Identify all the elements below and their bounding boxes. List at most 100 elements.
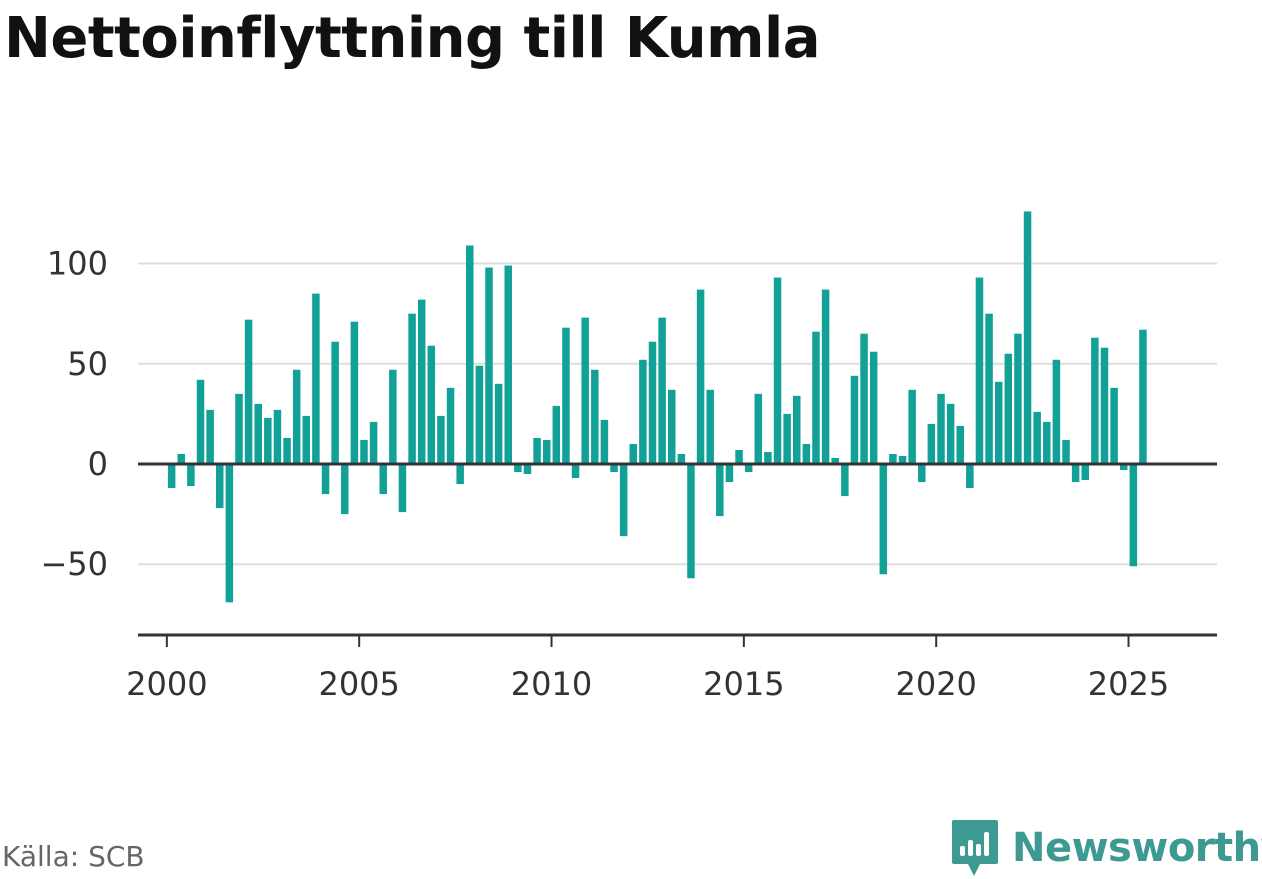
bar — [292, 369, 301, 464]
bar — [504, 265, 512, 464]
bar — [1052, 359, 1061, 464]
bar — [341, 464, 349, 515]
bar — [254, 403, 262, 464]
bar — [1033, 411, 1041, 464]
bar — [321, 464, 330, 495]
tick-labels: −50 0 50 100 2000 2005 2010 2015 2020 2025 — [40, 245, 1169, 703]
bar — [225, 464, 234, 603]
bar — [475, 365, 484, 464]
bar — [1100, 347, 1109, 464]
bar — [389, 369, 397, 464]
bar — [658, 317, 666, 464]
bar — [869, 351, 878, 464]
bar — [946, 403, 955, 464]
bar — [591, 369, 599, 464]
bar — [879, 464, 888, 575]
x-tick-label: 2020 — [895, 665, 976, 703]
bar — [937, 393, 945, 464]
bar — [1004, 353, 1013, 464]
bar — [369, 421, 378, 464]
bar — [802, 443, 811, 464]
bar — [215, 464, 224, 509]
bar — [273, 409, 282, 464]
bar — [706, 389, 714, 464]
bar — [494, 383, 503, 464]
y-tick-label: 0 — [88, 445, 108, 483]
bar — [994, 381, 1003, 464]
bar — [1091, 337, 1099, 464]
bar — [542, 439, 551, 464]
bar — [667, 389, 676, 464]
bar — [687, 464, 695, 579]
bar — [1071, 464, 1080, 483]
bar — [177, 453, 186, 464]
bar — [408, 313, 416, 464]
bar — [889, 453, 897, 464]
brand-name: Newsworthy — [1012, 825, 1262, 871]
bar — [1119, 464, 1128, 471]
bar — [956, 425, 964, 464]
bar — [639, 359, 647, 464]
bar — [975, 277, 984, 464]
bar — [417, 299, 426, 464]
bar — [716, 464, 724, 517]
bar — [1110, 387, 1118, 464]
bar — [821, 289, 830, 464]
bar — [302, 415, 311, 464]
bar — [985, 313, 993, 464]
bar — [677, 453, 686, 464]
bar — [235, 393, 243, 464]
bar — [831, 457, 839, 464]
bar — [812, 331, 820, 464]
bar — [167, 464, 176, 489]
bar — [562, 327, 570, 464]
x-tick-label: 2010 — [511, 665, 592, 703]
bar — [1023, 211, 1032, 464]
chart-title: Nettoinflyttning till Kumla — [4, 6, 821, 71]
bar — [360, 439, 368, 464]
bar — [312, 293, 320, 464]
bar — [754, 393, 763, 464]
bar — [860, 333, 868, 464]
bar — [533, 437, 541, 464]
bar — [600, 419, 609, 464]
bar — [552, 405, 561, 464]
bar — [427, 345, 436, 464]
bar-chart-speech-bubble-icon — [952, 820, 998, 876]
bar — [1081, 464, 1089, 481]
bar — [629, 443, 638, 464]
axes — [138, 462, 1217, 647]
bar — [581, 317, 589, 464]
y-tick-label: 100 — [47, 245, 108, 283]
bar — [244, 319, 253, 464]
bar — [918, 464, 926, 483]
x-tick-label: 2000 — [126, 665, 207, 703]
bar — [1129, 464, 1138, 567]
bar — [398, 464, 407, 513]
bar — [773, 277, 782, 464]
bar — [206, 409, 214, 464]
y-tick-label: −50 — [40, 545, 108, 583]
bar — [725, 464, 734, 483]
x-tick-label: 2015 — [703, 665, 784, 703]
bar — [466, 245, 474, 464]
bar — [456, 464, 464, 485]
bar — [187, 464, 195, 487]
bar — [283, 437, 291, 464]
bar — [793, 395, 801, 464]
bar — [908, 389, 916, 464]
bar — [1043, 421, 1051, 464]
x-tick-label: 2005 — [318, 665, 399, 703]
source-note: Källa: SCB — [2, 840, 145, 873]
bar — [841, 464, 849, 497]
bar — [648, 341, 657, 464]
bar — [485, 267, 493, 464]
x-tick-label: 2025 — [1088, 665, 1169, 703]
bar — [696, 289, 705, 464]
bar — [523, 464, 532, 475]
bar — [1014, 333, 1022, 464]
bar — [619, 464, 628, 537]
bars — [167, 211, 1147, 603]
bar — [850, 375, 859, 464]
